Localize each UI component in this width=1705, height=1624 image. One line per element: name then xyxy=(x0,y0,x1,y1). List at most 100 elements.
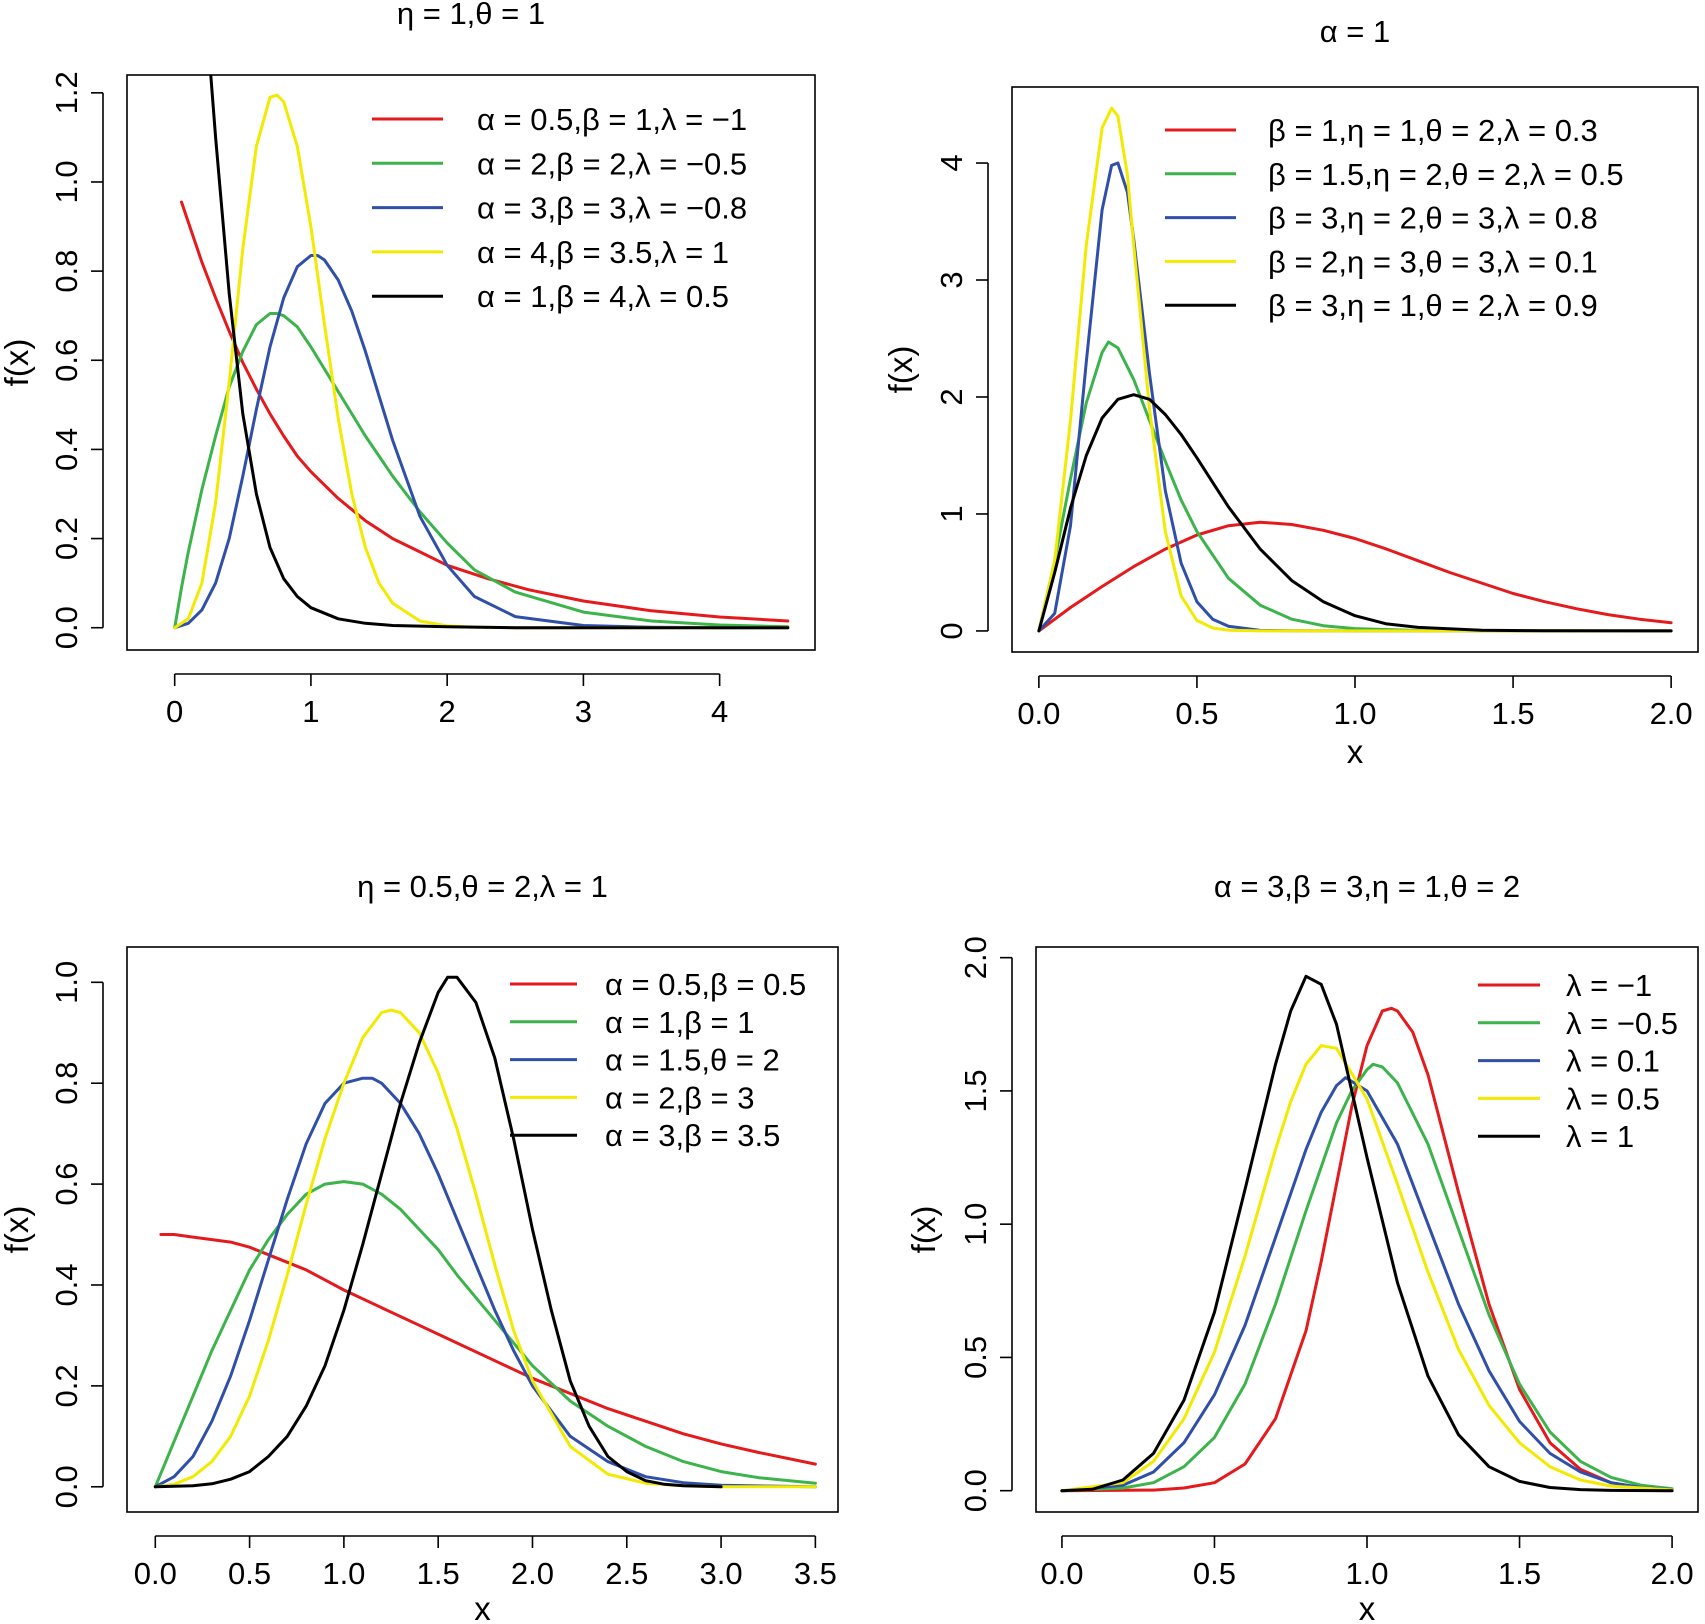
series-line-2 xyxy=(1060,1062,1674,1493)
x-tick-label: 1.5 xyxy=(1498,1556,1541,1591)
x-tick-label: 1.5 xyxy=(1492,696,1535,731)
x-tick-label: 1.0 xyxy=(1345,1556,1388,1591)
series-line-2 xyxy=(153,1180,817,1489)
y-tick-label: 0.6 xyxy=(49,339,84,382)
curves xyxy=(173,75,790,630)
legend-label: λ = 1 xyxy=(1566,1119,1634,1154)
plot-frame xyxy=(126,946,839,1513)
x-tick-label: 4 xyxy=(711,694,728,729)
y-tick-label: 2 xyxy=(934,388,969,405)
legend-label: λ = −1 xyxy=(1566,968,1652,1003)
y-tick-label: 1.5 xyxy=(958,1069,993,1112)
x-tick-label: 2.5 xyxy=(605,1556,648,1591)
legend: α = 0.5,β = 1,λ = −1 α = 2,β = 2,λ = −0.5… xyxy=(372,102,747,314)
panel-title: α = 1 xyxy=(1320,14,1391,49)
y-tick-label: 4 xyxy=(934,154,969,171)
legend-label: α = 4,β = 3.5,λ = 1 xyxy=(477,235,729,270)
y-axis-label: f(x) xyxy=(0,1206,35,1254)
curves xyxy=(1037,106,1673,633)
legend-label: β = 3,η = 2,θ = 3,λ = 0.8 xyxy=(1268,201,1598,236)
x-tick-label: 1.0 xyxy=(1333,696,1376,731)
y-tick-label: 1.0 xyxy=(49,160,84,203)
y-tick-label: 0.0 xyxy=(49,606,84,649)
legend-label: α = 3,β = 3,λ = −0.8 xyxy=(477,191,747,226)
x-tick-label: 3 xyxy=(575,694,592,729)
legend-label: β = 1.5,η = 2,θ = 2,λ = 0.5 xyxy=(1268,157,1624,192)
plot-frame xyxy=(1011,86,1699,653)
legend-label: α = 2,β = 3 xyxy=(605,1080,755,1115)
series-line-1 xyxy=(1037,520,1673,633)
y-tick-label: 0 xyxy=(934,622,969,639)
x-tick-label: 2 xyxy=(439,694,456,729)
y-tick-label: 0.5 xyxy=(958,1336,993,1379)
x-tick-label: 1.0 xyxy=(322,1556,365,1591)
x-tick-label: 0.0 xyxy=(1017,696,1060,731)
curves xyxy=(1060,974,1674,1493)
x-tick-label: 1.5 xyxy=(417,1556,460,1591)
x-tick-label: 0.0 xyxy=(134,1556,177,1591)
series-line-4 xyxy=(153,1008,817,1489)
x-tick-label: 3.5 xyxy=(794,1556,837,1591)
series-line-5 xyxy=(1037,393,1673,633)
y-tick-label: 0.4 xyxy=(49,428,84,471)
y-tick-label: 1.2 xyxy=(49,71,84,114)
x-tick-label: 2.0 xyxy=(511,1556,554,1591)
legend-label: α = 3,β = 3.5 xyxy=(605,1118,780,1153)
x-tick-label: 0 xyxy=(166,694,183,729)
series-line-4 xyxy=(1060,1044,1674,1493)
panel-title: α = 3,β = 3,η = 1,θ = 2 xyxy=(1214,869,1520,904)
y-axis-label: f(x) xyxy=(0,339,35,387)
series-line-3 xyxy=(153,1076,817,1489)
x-tick-label: 2.0 xyxy=(1651,1556,1694,1591)
series-line-1 xyxy=(159,1233,817,1466)
panel-4: α = 3,β = 3,η = 1,θ = 2 0.0 0.5 1.0 1.5 2.0 0.… xyxy=(905,869,1699,1624)
legend-label: λ = 0.1 xyxy=(1566,1044,1660,1079)
y-tick-label: 3 xyxy=(934,271,969,288)
panel-title: η = 1,θ = 1 xyxy=(397,0,545,31)
x-axis-label: x xyxy=(1347,733,1364,770)
series-line-1 xyxy=(180,200,790,623)
series-line-3 xyxy=(1060,1076,1674,1493)
x-tick-label: 0.5 xyxy=(228,1556,271,1591)
y-tick-label: 1.0 xyxy=(49,961,84,1004)
y-tick-label: 0.0 xyxy=(958,1469,993,1512)
series-line-4 xyxy=(1037,106,1673,633)
series-line-3 xyxy=(173,254,790,630)
legend-label: α = 2,β = 2,λ = −0.5 xyxy=(477,146,747,181)
series-line-5 xyxy=(1060,974,1674,1493)
panel-2: α = 1 0.0 0.5 1.0 1.5 2.0 0 1 2 3 4 x f(x) β = 1,η = … xyxy=(882,14,1699,770)
series-line-2 xyxy=(173,312,790,630)
y-tick-label: 0.8 xyxy=(49,1062,84,1105)
x-tick-label: 0.0 xyxy=(1040,1556,1083,1591)
plot-frame xyxy=(1035,946,1699,1513)
series-line-1 xyxy=(1060,1006,1674,1493)
panel-title: η = 0.5,θ = 2,λ = 1 xyxy=(357,869,608,904)
y-tick-label: 1 xyxy=(934,505,969,522)
legend: λ = −1λ = −0.5λ = 0.1λ = 0.5λ = 1 xyxy=(1478,968,1678,1154)
y-tick-label: 0.0 xyxy=(49,1465,84,1508)
x-axis-label: x xyxy=(474,1590,491,1624)
x-tick-label: 0.5 xyxy=(1193,1556,1236,1591)
y-tick-label: 0.2 xyxy=(49,517,84,560)
x-tick-label: 1 xyxy=(302,694,319,729)
plot-frame xyxy=(126,74,816,651)
legend-label: α = 1.5,θ = 2 xyxy=(605,1043,780,1078)
legend-label: β = 1,η = 1,θ = 2,λ = 0.3 xyxy=(1268,113,1598,148)
legend-label: β = 3,η = 1,θ = 2,λ = 0.9 xyxy=(1268,288,1598,323)
y-tick-label: 0.6 xyxy=(49,1163,84,1206)
y-axis-label: f(x) xyxy=(905,1206,942,1254)
x-tick-label: 2.0 xyxy=(1650,696,1693,731)
x-tick-label: 3.0 xyxy=(700,1556,743,1591)
y-tick-label: 1.0 xyxy=(958,1203,993,1246)
legend-label: β = 2,η = 3,θ = 3,λ = 0.1 xyxy=(1268,244,1598,279)
legend-label: λ = −0.5 xyxy=(1566,1006,1678,1041)
x-axis-label: x xyxy=(1359,1590,1376,1624)
series-line-5 xyxy=(209,75,790,630)
y-tick-label: 0.2 xyxy=(49,1364,84,1407)
legend: α = 0.5,β = 0.5α = 1,β = 1α = 1.5,θ = 2α… xyxy=(510,967,806,1153)
legend-label: α = 1,β = 4,λ = 0.5 xyxy=(477,279,729,314)
y-tick-label: 0.8 xyxy=(49,250,84,293)
y-axis-label: f(x) xyxy=(882,346,919,394)
x-tick-label: 0.5 xyxy=(1175,696,1218,731)
